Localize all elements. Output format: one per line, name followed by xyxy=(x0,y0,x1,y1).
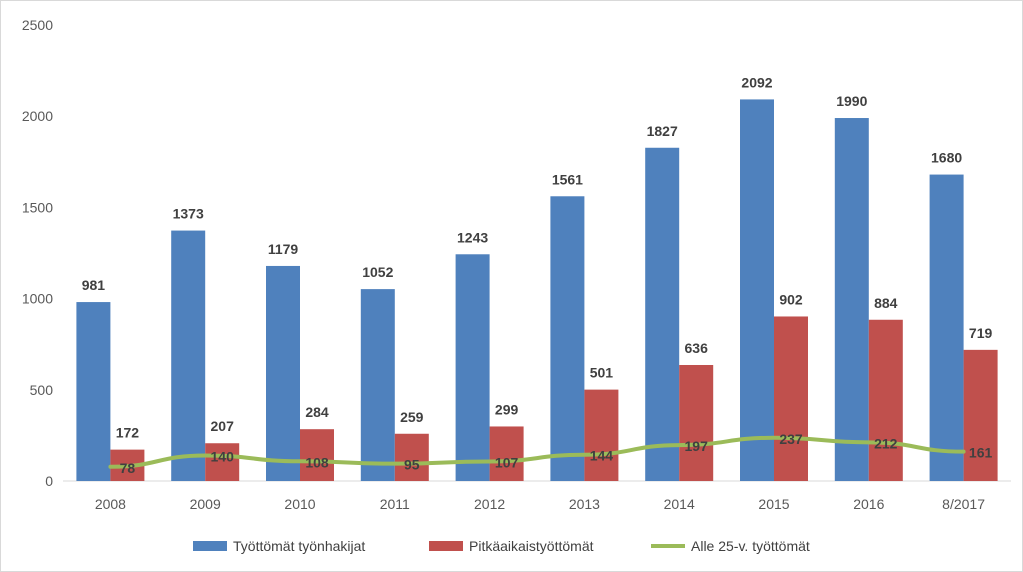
line-data-label: 107 xyxy=(495,454,519,470)
bar xyxy=(300,429,334,481)
line-data-label: 108 xyxy=(305,454,329,470)
bar xyxy=(679,364,714,481)
bar xyxy=(834,118,869,482)
x-tick-label: 2009 xyxy=(190,496,221,512)
line-data-label: 95 xyxy=(404,457,420,473)
bar xyxy=(394,433,429,481)
y-tick-label: 0 xyxy=(45,473,53,489)
bar-data-label: 981 xyxy=(82,277,106,293)
bar xyxy=(266,265,300,481)
line-data-label: 78 xyxy=(120,460,136,476)
x-tick-label: 8/2017 xyxy=(942,496,985,512)
bar-data-label: 207 xyxy=(211,418,235,434)
data-labels-group: 981 1373 1179 1052 1243 1561 1827 2092 1990 1680 1… xyxy=(82,74,993,475)
bar-data-label: 1052 xyxy=(362,264,393,280)
x-tick-label: 2014 xyxy=(664,496,695,512)
line-data-label: 161 xyxy=(969,445,993,461)
bar-data-label: 884 xyxy=(874,295,898,311)
bar xyxy=(455,254,490,481)
bar xyxy=(205,443,240,481)
bar-data-label: 636 xyxy=(685,340,709,356)
y-tick-label: 500 xyxy=(30,382,54,398)
bar-data-label: 1179 xyxy=(268,241,299,257)
line-data-label: 212 xyxy=(874,435,898,451)
y-axis: 0 500 1000 1500 2000 2500 xyxy=(22,17,53,489)
bar xyxy=(76,302,111,481)
bar xyxy=(963,349,998,481)
x-tick-label: 2008 xyxy=(95,496,126,512)
line-series-path xyxy=(108,435,966,469)
x-tick-label: 2011 xyxy=(380,496,410,512)
line-data-label: 144 xyxy=(590,448,614,464)
bar xyxy=(645,147,680,482)
bar-data-label: 1561 xyxy=(552,171,583,187)
legend-label: Alle 25-v. työttömät xyxy=(691,538,810,554)
y-tick-label: 2000 xyxy=(22,108,53,124)
legend-swatch xyxy=(193,541,227,551)
bar xyxy=(774,316,808,481)
bar xyxy=(360,289,395,481)
bar xyxy=(550,196,585,481)
line-series-group xyxy=(108,435,966,469)
bar-data-label: 259 xyxy=(400,409,424,425)
bar-data-label: 1680 xyxy=(931,150,962,166)
legend: Työttömät työnhakijat Pitkäaikaistyöttömä… xyxy=(193,538,810,554)
bar xyxy=(171,230,206,481)
bar-data-label: 2092 xyxy=(741,74,772,90)
bar-data-label: 1827 xyxy=(647,123,678,139)
bar xyxy=(584,389,619,481)
bar xyxy=(740,99,774,482)
y-tick-label: 1500 xyxy=(22,199,53,215)
bar xyxy=(929,174,964,481)
line-data-label: 140 xyxy=(211,448,235,464)
bar-data-label: 284 xyxy=(305,404,329,420)
bar-series-group xyxy=(76,99,998,482)
legend-label: Pitkäaikaistyöttömät xyxy=(469,538,594,554)
line-data-label: 197 xyxy=(685,438,709,454)
x-tick-label: 2013 xyxy=(569,496,600,512)
legend-swatch xyxy=(429,541,463,551)
bar-data-label: 1243 xyxy=(457,229,488,245)
bar-data-label: 1373 xyxy=(173,206,204,222)
y-tick-label: 2500 xyxy=(22,17,53,33)
bar-data-label: 172 xyxy=(116,425,140,441)
y-tick-label: 1000 xyxy=(22,291,53,307)
x-tick-label: 2012 xyxy=(474,496,505,512)
bar-data-label: 501 xyxy=(590,365,614,381)
bar-data-label: 719 xyxy=(969,325,993,341)
bar-data-label: 1990 xyxy=(836,93,867,109)
bar-data-label: 299 xyxy=(495,401,519,417)
bar xyxy=(489,426,524,481)
x-axis: 2008 2009 2010 2011 2012 2013 2014 2015 2016 8/20… xyxy=(63,480,1011,512)
bar-data-label: 902 xyxy=(779,291,803,307)
legend-label: Työttömät työnhakijat xyxy=(233,538,365,554)
x-tick-label: 2016 xyxy=(853,496,884,512)
x-tick-label: 2010 xyxy=(284,496,315,512)
x-tick-label: 2015 xyxy=(758,496,789,512)
bar xyxy=(868,319,903,481)
line-data-label: 237 xyxy=(779,431,803,447)
